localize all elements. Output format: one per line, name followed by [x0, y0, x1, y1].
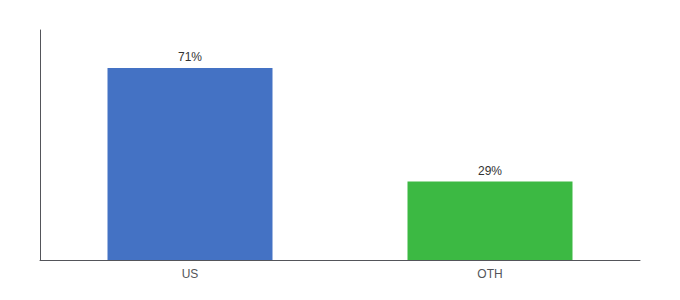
svg-text:US: US [182, 267, 199, 281]
svg-text:OTH: OTH [477, 267, 502, 281]
svg-text:29%: 29% [478, 164, 502, 178]
svg-text:71%: 71% [178, 50, 202, 64]
